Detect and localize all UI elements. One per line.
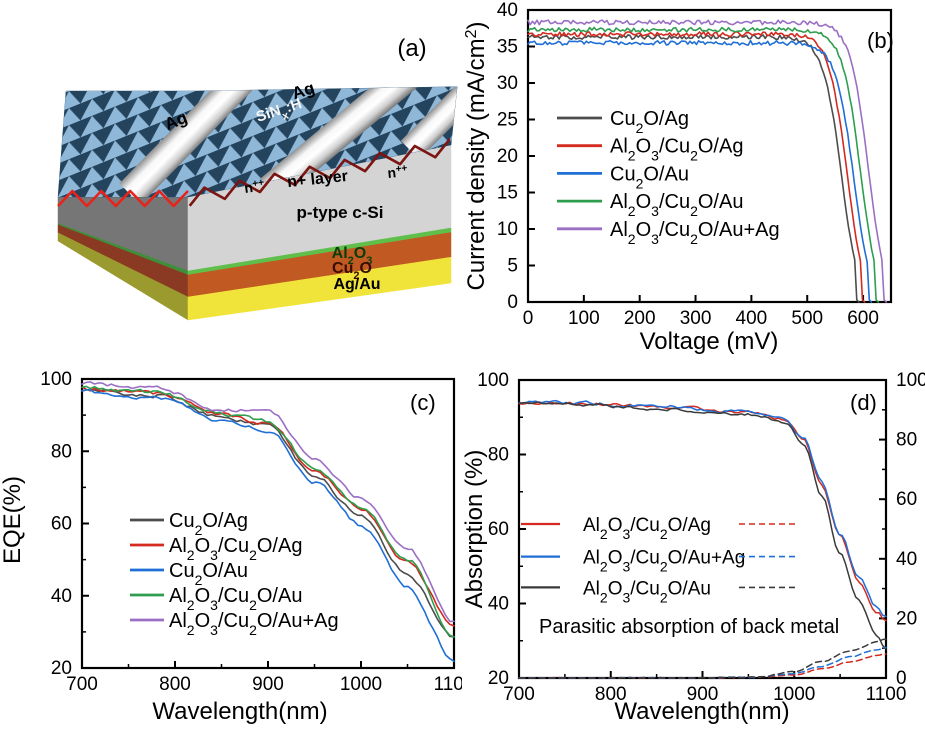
svg-text:Al2O3/Cu2O/Au: Al2O3/Cu2O/Au [169, 585, 302, 613]
svg-text:0: 0 [896, 668, 907, 689]
svg-text:400: 400 [736, 308, 768, 329]
svg-text:Al2O3/Cu2O/Au: Al2O3/Cu2O/Au [583, 578, 711, 605]
svg-text:1000: 1000 [340, 674, 382, 695]
svg-text:500: 500 [791, 308, 823, 329]
svg-text:40: 40 [51, 586, 72, 607]
svg-text:200: 200 [624, 308, 656, 329]
svg-text:80: 80 [488, 445, 509, 466]
svg-text:Cu2O/Ag: Cu2O/Ag [610, 108, 689, 136]
svg-text:100: 100 [896, 370, 925, 391]
svg-text:Absorption (%): Absorption (%) [462, 450, 488, 609]
svg-text:(a): (a) [397, 35, 426, 62]
svg-text:Al2O3/Cu2O/Ag: Al2O3/Cu2O/Ag [583, 515, 711, 542]
svg-text:Wavelength(nm): Wavelength(nm) [614, 698, 789, 725]
svg-text:Al2O3/Cu2O/Ag: Al2O3/Cu2O/Ag [610, 136, 743, 164]
svg-text:Voltage (mV): Voltage (mV) [640, 328, 779, 355]
svg-text:Cu2O/Ag: Cu2O/Ag [169, 510, 248, 538]
svg-text:100: 100 [477, 370, 509, 391]
svg-text:Al2O3/Cu2O/Au: Al2O3/Cu2O/Au [610, 191, 743, 219]
svg-text:60: 60 [896, 489, 917, 510]
svg-text:0: 0 [523, 308, 534, 329]
svg-text:40: 40 [896, 549, 917, 570]
svg-text:20: 20 [488, 668, 509, 689]
svg-text:600: 600 [847, 308, 879, 329]
svg-text:Al2O3/Cu2O/Au+Ag: Al2O3/Cu2O/Au+Ag [583, 548, 745, 575]
svg-text:80: 80 [51, 441, 72, 462]
svg-text:40: 40 [497, 0, 518, 21]
svg-text:10: 10 [497, 219, 518, 240]
svg-text:Ag/Au: Ag/Au [333, 276, 380, 293]
svg-text:EQE(%): EQE(%) [0, 476, 26, 564]
svg-text:Cu2O/Au: Cu2O/Au [610, 163, 689, 191]
svg-text:Al2O3/Cu2O/Ag: Al2O3/Cu2O/Ag [169, 535, 302, 563]
svg-text:900: 900 [252, 674, 284, 695]
svg-text:20: 20 [51, 658, 72, 679]
svg-text:25: 25 [497, 110, 518, 131]
svg-text:1100: 1100 [434, 674, 462, 695]
svg-text:60: 60 [51, 514, 72, 535]
svg-text:35: 35 [497, 37, 518, 58]
svg-text:20: 20 [497, 146, 518, 167]
svg-text:(c): (c) [410, 390, 436, 415]
svg-text:Cu2O/Au: Cu2O/Au [169, 560, 248, 588]
svg-text:15: 15 [497, 183, 518, 204]
svg-text:Current density (mA/cm2): Current density (mA/cm2) [463, 22, 491, 291]
svg-text:300: 300 [680, 308, 712, 329]
svg-text:100: 100 [568, 308, 600, 329]
svg-text:Wavelength(nm): Wavelength(nm) [152, 698, 327, 725]
svg-text:(d): (d) [850, 390, 877, 415]
svg-text:30: 30 [497, 73, 518, 94]
svg-text:100: 100 [40, 370, 72, 390]
svg-text:800: 800 [159, 674, 191, 695]
svg-text:20: 20 [896, 608, 917, 629]
svg-text:Parasitic absorption of back m: Parasitic absorption of back metal [539, 616, 839, 638]
svg-text:Al2O3/Cu2O/Au+Ag: Al2O3/Cu2O/Au+Ag [610, 219, 780, 247]
svg-text:60: 60 [488, 519, 509, 540]
svg-text:Al2O3/Cu2O/Au+Ag: Al2O3/Cu2O/Au+Ag [169, 610, 339, 638]
svg-text:40: 40 [488, 594, 509, 615]
svg-text:p-type c-Si: p-type c-Si [297, 203, 384, 222]
svg-text:80: 80 [896, 430, 917, 451]
svg-text:(b): (b) [867, 28, 894, 53]
svg-text:5: 5 [507, 256, 518, 277]
svg-text:0: 0 [507, 292, 518, 313]
